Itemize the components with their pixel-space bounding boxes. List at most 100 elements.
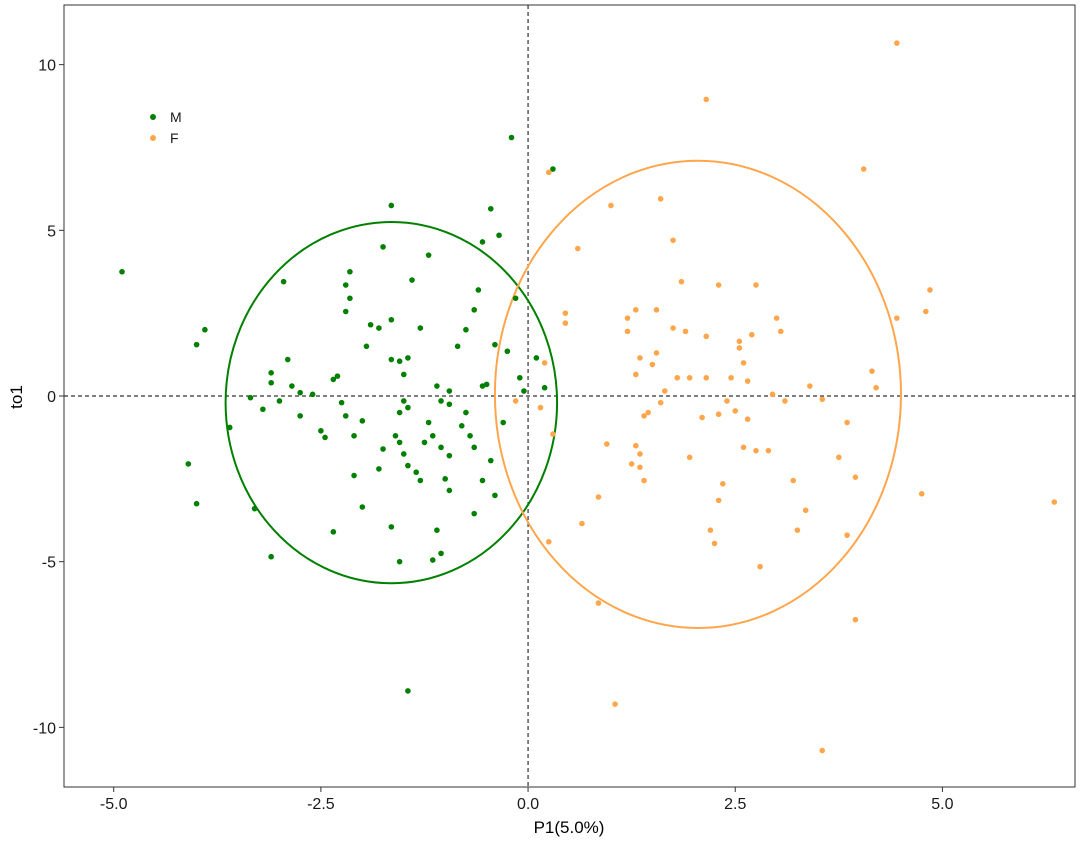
point-f — [674, 374, 681, 381]
point-f — [670, 325, 676, 331]
point-m — [119, 268, 125, 275]
point-m — [185, 461, 192, 467]
point-m — [492, 341, 498, 348]
point-f — [661, 388, 668, 394]
point-f — [740, 444, 747, 451]
point-f — [927, 287, 933, 293]
ellipse-f — [493, 159, 902, 629]
point-m — [297, 389, 303, 396]
point-f — [757, 563, 763, 570]
legend-label-m: M — [170, 109, 182, 125]
point-f — [753, 447, 759, 454]
y-tick-label: -5 — [42, 555, 56, 572]
point-f — [790, 477, 797, 484]
confidence-ellipses — [224, 159, 902, 629]
point-f — [736, 338, 743, 345]
point-m — [417, 325, 424, 331]
point-f — [732, 408, 739, 414]
legend-label-f: F — [170, 130, 179, 146]
point-f — [545, 169, 552, 176]
point-f — [740, 360, 747, 366]
point-f — [579, 520, 585, 527]
point-f — [711, 540, 718, 547]
x-tick-label: 0.0 — [517, 796, 539, 813]
y-axis-title: to1 — [7, 385, 26, 409]
point-m — [400, 398, 407, 404]
point-m — [330, 529, 337, 535]
point-m — [492, 492, 498, 499]
point-f — [603, 441, 610, 447]
point-f — [699, 414, 705, 421]
x-tick-label: 2.5 — [724, 796, 746, 813]
point-m — [512, 295, 519, 302]
point-m — [496, 232, 502, 239]
point-f — [682, 328, 689, 335]
legend: M F — [150, 109, 182, 146]
point-m — [409, 277, 415, 283]
point-m — [396, 358, 403, 365]
point-m — [471, 510, 478, 517]
point-m — [338, 399, 345, 406]
point-m — [347, 268, 353, 275]
y-tick-label: 5 — [47, 223, 56, 240]
point-m — [193, 341, 200, 348]
point-m — [380, 446, 386, 452]
point-m — [388, 356, 395, 363]
reference-lines — [64, 5, 1075, 787]
point-f — [703, 374, 710, 381]
point-f — [595, 494, 602, 500]
point-m — [434, 383, 440, 389]
point-m — [500, 419, 507, 426]
point-f — [765, 447, 772, 454]
point-f — [670, 237, 676, 244]
point-f — [744, 416, 751, 422]
x-axis: -5.0 -2.5 0.0 2.5 5.0 — [100, 787, 954, 813]
point-f — [749, 331, 755, 338]
point-f — [657, 399, 664, 406]
point-f — [769, 391, 776, 398]
point-f — [1051, 499, 1058, 505]
point-m — [260, 406, 266, 413]
point-m — [438, 550, 444, 557]
x-tick-label: -2.5 — [307, 796, 335, 813]
point-f — [574, 245, 581, 252]
point-m — [334, 373, 341, 379]
point-m — [297, 413, 303, 419]
point-m — [330, 376, 337, 383]
point-m — [284, 356, 291, 363]
point-m — [342, 308, 349, 315]
point-m — [268, 370, 274, 376]
point-m — [396, 409, 403, 416]
point-m — [405, 688, 411, 694]
point-m — [446, 452, 453, 459]
point-f — [736, 345, 743, 351]
point-m — [471, 444, 478, 451]
point-m — [347, 295, 353, 302]
point-f — [624, 328, 631, 335]
point-m — [309, 391, 316, 398]
point-m — [421, 439, 428, 446]
point-f — [819, 396, 826, 403]
point-m — [376, 325, 382, 331]
point-f — [637, 464, 643, 471]
point-f — [773, 315, 780, 321]
ellipse-m — [224, 221, 559, 585]
point-f — [624, 315, 631, 321]
point-m — [405, 404, 411, 411]
point-f — [649, 361, 656, 368]
point-m — [504, 348, 511, 355]
point-f — [595, 600, 602, 606]
point-f — [703, 96, 710, 103]
point-f — [715, 282, 722, 288]
point-f — [894, 40, 900, 46]
point-f — [852, 616, 859, 623]
point-f — [641, 413, 647, 419]
point-m — [276, 398, 283, 404]
point-f — [512, 398, 519, 404]
y-tick-label: -10 — [33, 720, 56, 737]
point-f — [923, 308, 929, 315]
point-m — [392, 432, 399, 439]
point-f — [869, 368, 875, 374]
point-m — [541, 384, 548, 391]
point-m — [396, 558, 403, 565]
